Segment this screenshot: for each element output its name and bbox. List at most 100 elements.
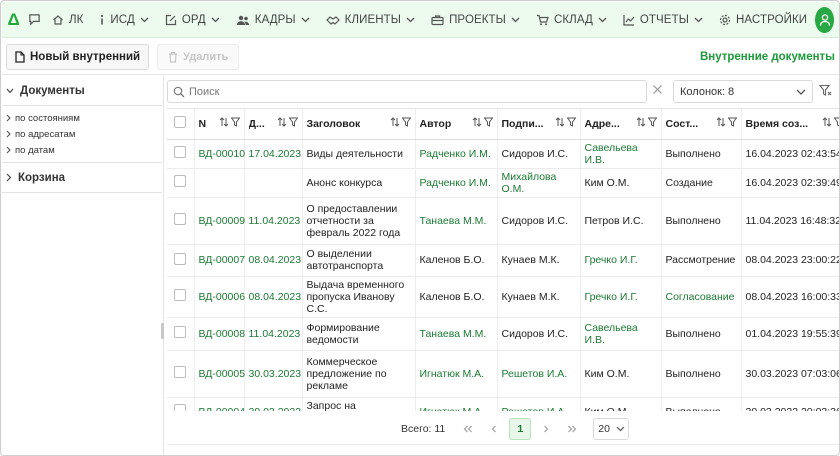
column-header-state[interactable]: Сост...	[661, 109, 742, 140]
sidebar-item-by-state[interactable]: по состояниям	[2, 110, 162, 126]
row-checkbox-cell[interactable]	[167, 244, 195, 277]
nav-item-lk[interactable]: ЛК	[44, 2, 91, 38]
nav-item-label: СКЛАД	[553, 13, 593, 26]
sidebar-item-documents[interactable]: Документы	[2, 76, 162, 106]
column-header-date[interactable]: Д...	[244, 109, 303, 140]
table-row[interactable]: Анонс конкурса Радченко И.М. Михайлова О…	[167, 168, 839, 198]
delete-button[interactable]: Удалить	[157, 43, 240, 70]
table-row[interactable]: ВД-00010 17.04.2023 Виды деятельности Ра…	[167, 139, 839, 169]
filter-icon[interactable]	[647, 117, 657, 130]
cell-title[interactable]: Виды деятельности	[302, 139, 416, 169]
sidebar-item-by-addressee[interactable]: по адресатам	[2, 126, 162, 142]
nav-item-proekty[interactable]: ПРОЕКТЫ	[423, 2, 528, 38]
total-count: Всего: 11	[401, 423, 446, 435]
cell-number[interactable]: ВД-00010	[194, 139, 245, 169]
row-checkbox-cell[interactable]	[167, 350, 195, 398]
column-header-signer[interactable]: Подпи...	[497, 109, 581, 140]
cell-title[interactable]: О выделении автотранспорта	[302, 244, 416, 277]
app-logo[interactable]: Δ	[7, 9, 20, 29]
cell-number[interactable]: ВД-00007	[194, 244, 245, 277]
sort-icon[interactable]	[636, 117, 646, 130]
chat-icon[interactable]	[25, 2, 44, 38]
avatar[interactable]	[815, 6, 834, 33]
sort-icon[interactable]	[277, 117, 287, 130]
filter-reset-icon[interactable]	[819, 84, 832, 97]
sidebar-item-trash[interactable]: Корзина	[2, 163, 162, 193]
sort-icon[interactable]	[219, 117, 229, 130]
column-header-addressee[interactable]: Адре...	[580, 109, 662, 140]
nav-item-klienty[interactable]: КЛИЕНТЫ	[318, 2, 423, 38]
row-checkbox-cell[interactable]	[167, 276, 195, 318]
cell-number[interactable]: ВД-00005	[194, 350, 245, 398]
cell-addressee: Савельева И.В.	[580, 317, 662, 351]
sort-icon[interactable]	[822, 117, 832, 130]
sidebar-resize-handle[interactable]	[161, 323, 164, 339]
cell-number[interactable]: ВД-00008	[194, 317, 245, 351]
filter-icon[interactable]	[401, 117, 411, 130]
nav-item-nastroyki[interactable]: НАСТРОЙКИ	[711, 2, 815, 38]
filter-icon[interactable]	[288, 117, 298, 130]
nav-item-kadry[interactable]: КАДРЫ	[228, 2, 318, 38]
columns-select[interactable]: Колонок: 8	[673, 80, 813, 103]
checkbox[interactable]	[174, 404, 187, 411]
cell-title[interactable]: Анонс конкурса	[302, 168, 416, 198]
table-row[interactable]: ВД-00005 30.03.2023 Коммерческое предлож…	[167, 350, 839, 398]
column-header-author[interactable]: Автор	[415, 109, 498, 140]
search-input[interactable]	[189, 85, 629, 98]
checkbox[interactable]	[174, 213, 187, 225]
page-button-current[interactable]: 1	[509, 418, 532, 440]
cell-number[interactable]	[194, 168, 245, 198]
checkbox[interactable]	[174, 289, 187, 301]
next-page-icon[interactable]	[535, 418, 557, 440]
sort-icon[interactable]	[555, 117, 565, 130]
cell-number[interactable]: ВД-00009	[194, 197, 245, 245]
checkbox[interactable]	[174, 366, 187, 378]
cart-icon	[536, 14, 549, 26]
cell-title[interactable]: Формирование ведомости	[302, 317, 416, 351]
sort-icon[interactable]	[716, 117, 726, 130]
table-row[interactable]: ВД-00008 11.04.2023 Формирование ведомос…	[167, 317, 839, 351]
nav-item-sklad[interactable]: СКЛАД	[528, 2, 615, 38]
table-row[interactable]: ВД-00004 29.03.2023 Запрос на материалы …	[167, 397, 839, 411]
table-row[interactable]: ВД-00006 08.04.2023 Выдача временного пр…	[167, 276, 839, 318]
row-checkbox-cell[interactable]	[167, 317, 195, 351]
sort-icon[interactable]	[390, 117, 400, 130]
last-page-icon[interactable]	[561, 418, 583, 440]
cell-title[interactable]: О предоставлении отчетности за февраль 2…	[302, 197, 416, 245]
cell-number[interactable]: ВД-00006	[194, 276, 245, 318]
cell-number[interactable]: ВД-00004	[194, 397, 245, 411]
row-checkbox-cell[interactable]	[167, 197, 195, 245]
nav-item-isd[interactable]: ИСД	[91, 2, 156, 38]
row-checkbox-cell[interactable]	[167, 397, 195, 411]
cell-title[interactable]: Запрос на материалы	[302, 397, 416, 411]
checkbox[interactable]	[174, 252, 187, 265]
page-size-select[interactable]: 20	[593, 418, 630, 440]
nav-item-ord[interactable]: ОРД	[157, 2, 228, 38]
cell-title[interactable]: Выдача временного пропуска Иванову С.С.	[302, 276, 416, 318]
checkbox[interactable]	[174, 116, 187, 129]
new-internal-button[interactable]: Новый внутренний	[6, 43, 150, 70]
filter-icon[interactable]	[566, 117, 576, 130]
filter-icon[interactable]	[833, 117, 839, 130]
select-all-checkbox[interactable]	[167, 109, 195, 140]
clear-search-icon[interactable]	[652, 84, 663, 95]
nav-item-otchety[interactable]: ОТЧЕТЫ	[615, 2, 711, 38]
sort-icon[interactable]	[472, 117, 482, 130]
prev-page-icon[interactable]	[483, 418, 505, 440]
checkbox[interactable]	[174, 326, 187, 338]
cell-title[interactable]: Коммерческое предложение по рекламе	[302, 350, 416, 398]
checkbox[interactable]	[174, 175, 187, 187]
row-checkbox-cell[interactable]	[167, 168, 195, 198]
filter-icon[interactable]	[727, 117, 737, 130]
column-header-title[interactable]: Заголовок	[302, 109, 416, 140]
row-checkbox-cell[interactable]	[167, 139, 195, 169]
first-page-icon[interactable]	[457, 418, 479, 440]
table-row[interactable]: ВД-00009 11.04.2023 О предоставлении отч…	[167, 197, 839, 245]
column-header-created[interactable]: Время соз...	[741, 109, 839, 140]
filter-icon[interactable]	[230, 117, 240, 130]
table-row[interactable]: ВД-00007 08.04.2023 О выделении автотран…	[167, 244, 839, 277]
sidebar-item-by-date[interactable]: по датам	[2, 142, 162, 158]
filter-icon[interactable]	[483, 117, 493, 130]
checkbox[interactable]	[174, 146, 187, 158]
column-header-number[interactable]: N	[194, 109, 245, 140]
